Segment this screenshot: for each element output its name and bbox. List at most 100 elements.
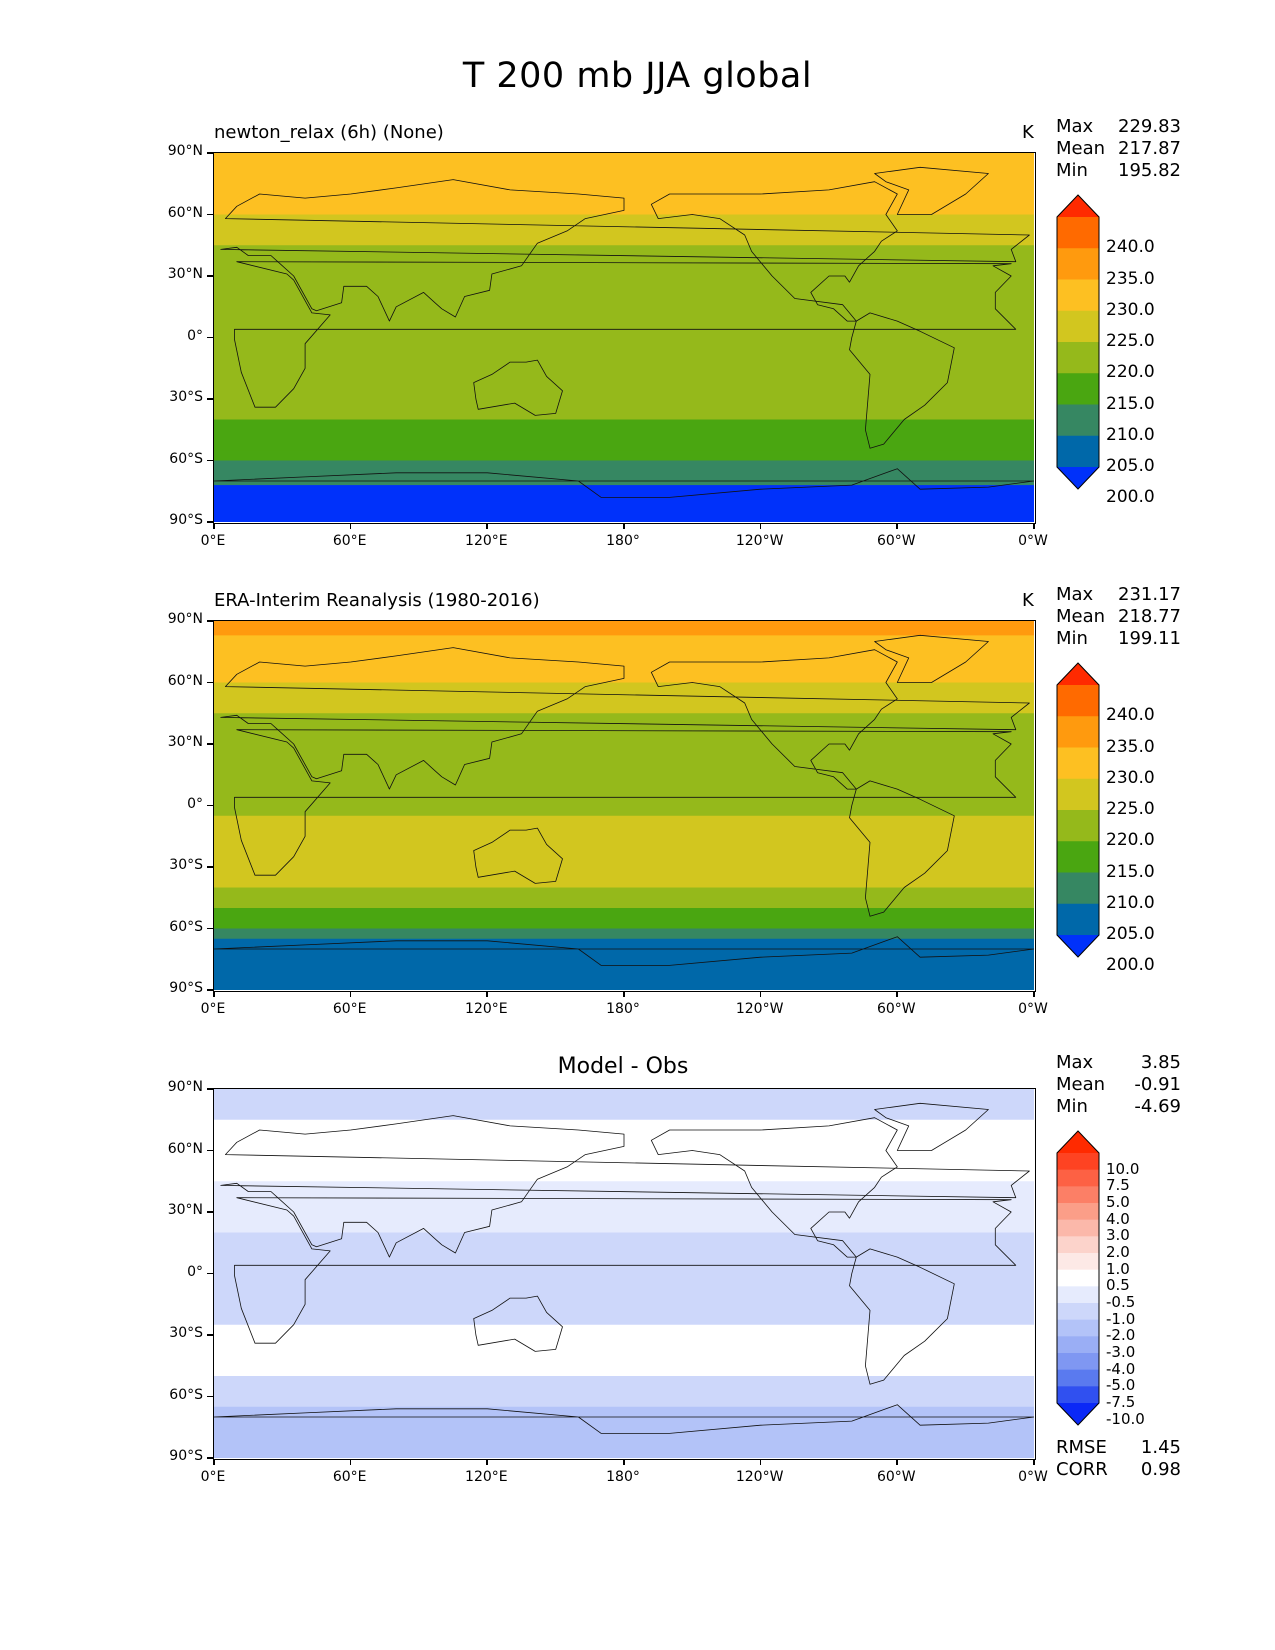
colorbar-segment: [1057, 872, 1099, 905]
y-tick-mark: [207, 866, 213, 868]
x-tick-mark: [896, 523, 898, 529]
stat-value: 217.87: [1118, 138, 1181, 159]
y-tick-label: 60°S: [169, 450, 203, 467]
lat-band: [214, 358, 1034, 421]
panel-3-map: [213, 1088, 1036, 1460]
y-tick-label: 30°S: [169, 857, 203, 873]
stat-value: 0.98: [1140, 1459, 1181, 1480]
colorbar-label: 240.0: [1106, 237, 1155, 258]
y-tick-mark: [207, 1395, 213, 1397]
y-tick-label: 90°S: [169, 1448, 203, 1464]
lat-band: [214, 621, 1034, 636]
x-tick-mark: [349, 523, 352, 529]
colorbar-extend-min: [1057, 935, 1099, 957]
y-tick-mark: [207, 804, 213, 806]
y-tick-mark: [207, 681, 213, 683]
colorbar-label: 0.5: [1106, 1276, 1130, 1295]
x-tick-label: 60°E: [332, 533, 367, 549]
stat-label: Max: [1056, 584, 1094, 605]
coastline: [234, 261, 1017, 408]
figure-title: T 200 mb JJA global: [462, 56, 813, 96]
colorbar-label: -7.5: [1106, 1393, 1136, 1411]
panel-2-map: [213, 620, 1036, 992]
x-tick-label: 60°W: [876, 533, 916, 549]
x-tick-mark: [896, 991, 898, 997]
y-tick-label: 60°S: [169, 918, 203, 935]
lat-band: [214, 764, 1034, 817]
colorbar-segment: [1057, 1319, 1099, 1337]
colorbar-outline: [1056, 194, 1100, 490]
y-tick-label: 0°: [187, 1263, 203, 1280]
x-tick-label: 120°E: [465, 1001, 508, 1017]
x-tick-label: 0°W: [1018, 1469, 1048, 1485]
x-tick-label: 0°W: [1018, 533, 1048, 549]
colorbar-segment: [1057, 1286, 1099, 1304]
colorbar-outline: [1056, 662, 1100, 958]
lat-band: [214, 887, 1034, 909]
panel-1-stats: Max 229.83 Mean 217.87 Min 195.82: [1056, 116, 1181, 182]
coastline: [650, 1117, 898, 1258]
colorbar-segment: [1057, 1269, 1099, 1287]
stat-label: Mean: [1056, 1074, 1106, 1095]
colorbar-label: 230.0: [1106, 767, 1155, 788]
colorbar-extend-max: [1057, 195, 1099, 217]
stat-label: Min: [1056, 1096, 1088, 1117]
colorbar-label: 240.0: [1106, 705, 1155, 726]
colorbar-label: 210.0: [1106, 892, 1155, 913]
lat-band: [214, 245, 1034, 298]
x-tick-mark: [213, 523, 215, 529]
colorbar-label: 4.0: [1106, 1209, 1130, 1228]
colorbar-label: 235.0: [1106, 736, 1155, 757]
y-tick-label: 60°N: [167, 1140, 203, 1157]
lat-band: [214, 1232, 1034, 1326]
panel-1-map: [213, 152, 1036, 524]
y-tick-mark: [207, 1272, 213, 1274]
lat-band: [214, 815, 1034, 889]
lat-band: [214, 938, 1034, 990]
lat-band: [214, 928, 1034, 940]
coastline: [874, 1102, 989, 1151]
y-tick-mark: [207, 743, 213, 745]
x-tick-mark: [1033, 1459, 1035, 1465]
coastline: [849, 1248, 955, 1385]
x-tick-mark: [1033, 523, 1035, 529]
lat-band: [214, 485, 1034, 522]
coastline: [849, 312, 955, 449]
colorbar-svg: [1056, 194, 1100, 490]
lat-band: [214, 1089, 1034, 1121]
y-tick-label: 90°N: [167, 1079, 203, 1095]
coastline: [874, 166, 989, 215]
lat-band: [214, 682, 1034, 714]
x-tick-label: 0°W: [1018, 1001, 1048, 1017]
colorbar-label: 220.0: [1106, 362, 1155, 383]
stat-value: -4.69: [1134, 1096, 1181, 1117]
x-tick-mark: [486, 523, 488, 529]
x-tick-mark: [486, 1459, 488, 1465]
x-tick-label: 120°E: [465, 533, 508, 549]
y-tick-label: 60°S: [169, 1386, 203, 1403]
lat-band: [214, 450, 1034, 462]
coastline: [473, 827, 563, 884]
colorbar-label: 215.0: [1106, 393, 1155, 414]
colorbar-label: 215.0: [1106, 861, 1155, 882]
colorbar-svg: [1056, 662, 1100, 958]
stat-value: 195.82: [1118, 160, 1181, 181]
x-tick-mark: [759, 1459, 762, 1465]
colorbar-extend-max: [1057, 663, 1099, 685]
y-tick-mark: [207, 927, 213, 929]
colorbar-segment: [1057, 1336, 1099, 1354]
y-tick-mark: [207, 1334, 213, 1336]
colorbar-segment: [1057, 1219, 1099, 1237]
colorbar-segment: [1057, 342, 1099, 374]
y-tick-mark: [207, 1088, 213, 1090]
panel-3-stats: Max 3.85 Mean -0.91 Min -4.69: [1056, 1052, 1181, 1118]
stat-label: CORR: [1056, 1459, 1108, 1480]
x-tick-mark: [759, 991, 762, 997]
y-tick-label: 90°N: [167, 611, 203, 627]
colorbar-segment: [1057, 1169, 1099, 1187]
x-tick-mark: [623, 991, 625, 997]
colorbar-label: 3.0: [1106, 1226, 1130, 1245]
x-tick-label: 180°: [606, 1001, 640, 1017]
x-tick-label: 180°: [606, 1469, 640, 1485]
y-tick-label: 90°S: [169, 512, 203, 528]
